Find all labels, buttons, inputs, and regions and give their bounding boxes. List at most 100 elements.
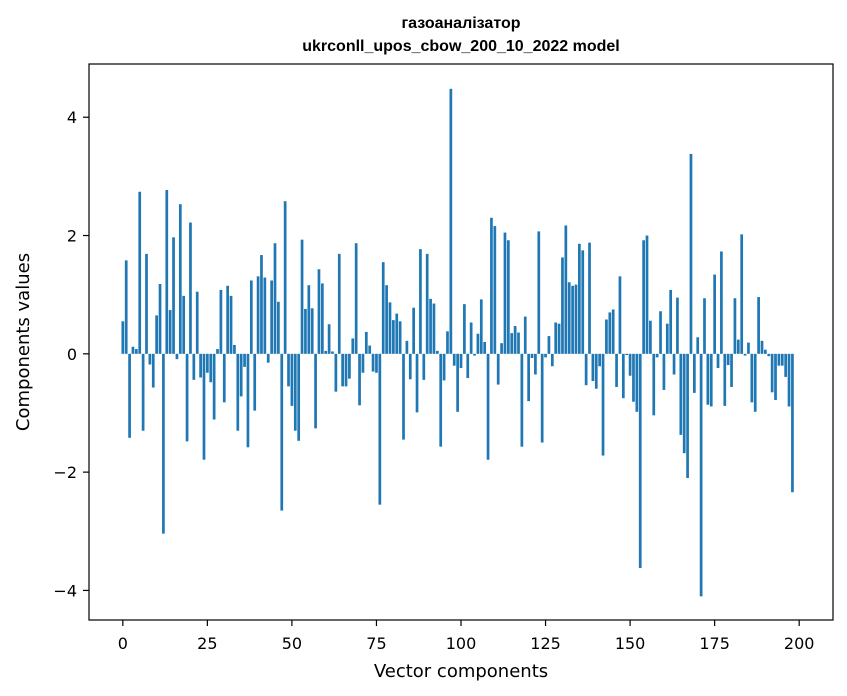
bar-129 <box>557 323 561 354</box>
bar-10 <box>155 315 158 354</box>
bar-62 <box>331 351 334 354</box>
bar-38 <box>249 280 253 354</box>
bar-108 <box>486 353 490 460</box>
bar-152 <box>635 353 639 412</box>
bar-147 <box>618 276 622 354</box>
bar-132 <box>567 282 571 354</box>
bar-127 <box>550 353 554 367</box>
x-tick-label-75: 75 <box>366 634 386 653</box>
plot-frame <box>88 63 834 621</box>
bar-113 <box>503 232 507 354</box>
x-tick-label-50: 50 <box>282 634 302 653</box>
bar-143 <box>605 319 608 354</box>
bar-51 <box>293 353 297 431</box>
bar-78 <box>385 285 388 354</box>
bar-61 <box>327 324 331 354</box>
bar-31 <box>226 285 230 354</box>
bar-105 <box>476 333 480 354</box>
bar-137 <box>584 353 588 386</box>
bar-70 <box>358 353 361 406</box>
bar-169 <box>692 353 696 393</box>
bar-35 <box>239 353 243 397</box>
bar-154 <box>642 240 645 354</box>
bar-128 <box>554 322 558 354</box>
bar-167 <box>686 353 689 479</box>
bar-6 <box>141 353 145 431</box>
bar-104 <box>473 353 476 356</box>
bar-37 <box>246 353 250 448</box>
bar-64 <box>337 253 341 354</box>
bar-91 <box>429 298 432 354</box>
bar-111 <box>496 353 500 385</box>
bar-136 <box>581 250 585 354</box>
bar-41 <box>260 255 263 354</box>
bar-101 <box>463 304 466 354</box>
bar-92 <box>432 303 436 354</box>
bar-69 <box>354 243 358 354</box>
bar-124 <box>540 353 544 443</box>
bar-148 <box>621 353 625 399</box>
bar-110 <box>493 226 497 354</box>
bar-156 <box>649 320 652 354</box>
bar-189 <box>760 340 764 354</box>
bar-94 <box>439 353 443 447</box>
bar-133 <box>571 285 574 354</box>
chart-title-line-1: газоаналізатор <box>402 15 521 32</box>
bar-14 <box>168 310 172 354</box>
bar-180 <box>730 353 733 387</box>
bar-178 <box>723 353 727 406</box>
y-tick-label-4: 4 <box>67 108 77 127</box>
bar-142 <box>601 353 605 456</box>
y-tick-label-0: 0 <box>67 345 77 364</box>
bar-190 <box>764 349 767 354</box>
bar-76 <box>378 353 382 505</box>
bar-86 <box>412 307 416 354</box>
bar-27 <box>212 353 216 420</box>
bar-182 <box>736 339 740 354</box>
bar-188 <box>757 297 760 354</box>
bar-194 <box>777 353 781 366</box>
bar-29 <box>219 289 223 354</box>
bar-33 <box>233 344 236 354</box>
x-tick-label-175: 175 <box>699 634 730 653</box>
bar-172 <box>703 298 706 354</box>
bar-73 <box>368 345 372 354</box>
bar-20 <box>189 222 192 354</box>
bar-170 <box>696 337 700 354</box>
bar-120 <box>527 353 530 402</box>
bar-131 <box>564 225 568 354</box>
bar-7 <box>145 253 148 354</box>
bar-55 <box>307 285 311 354</box>
bar-146 <box>615 353 618 387</box>
bar-121 <box>530 353 534 358</box>
bar-183 <box>740 234 744 354</box>
bar-163 <box>672 353 676 375</box>
bar-74 <box>371 353 375 372</box>
bar-79 <box>388 302 392 354</box>
bar-19 <box>185 353 189 442</box>
bar-46 <box>277 301 280 354</box>
x-tick-label-0: 0 <box>118 634 128 653</box>
bar-139 <box>591 353 595 382</box>
bar-54 <box>304 308 307 354</box>
bar-116 <box>513 326 517 354</box>
bar-66 <box>344 353 348 387</box>
bar-63 <box>334 353 338 392</box>
bar-49 <box>287 353 290 387</box>
bar-67 <box>348 353 351 379</box>
bar-75 <box>375 353 378 373</box>
bar-84 <box>405 340 409 354</box>
bar-197 <box>787 353 791 407</box>
bar-68 <box>351 338 355 354</box>
bar-44 <box>270 280 273 354</box>
bar-162 <box>669 289 673 354</box>
bar-151 <box>632 353 635 402</box>
bar-187 <box>753 353 757 412</box>
bar-23 <box>199 353 202 378</box>
bar-174 <box>709 353 713 407</box>
bar-60 <box>324 350 328 354</box>
y-axis-label: Components values <box>13 253 34 431</box>
bar-72 <box>364 331 368 354</box>
bar-3 <box>131 346 135 354</box>
bar-184 <box>743 353 747 356</box>
